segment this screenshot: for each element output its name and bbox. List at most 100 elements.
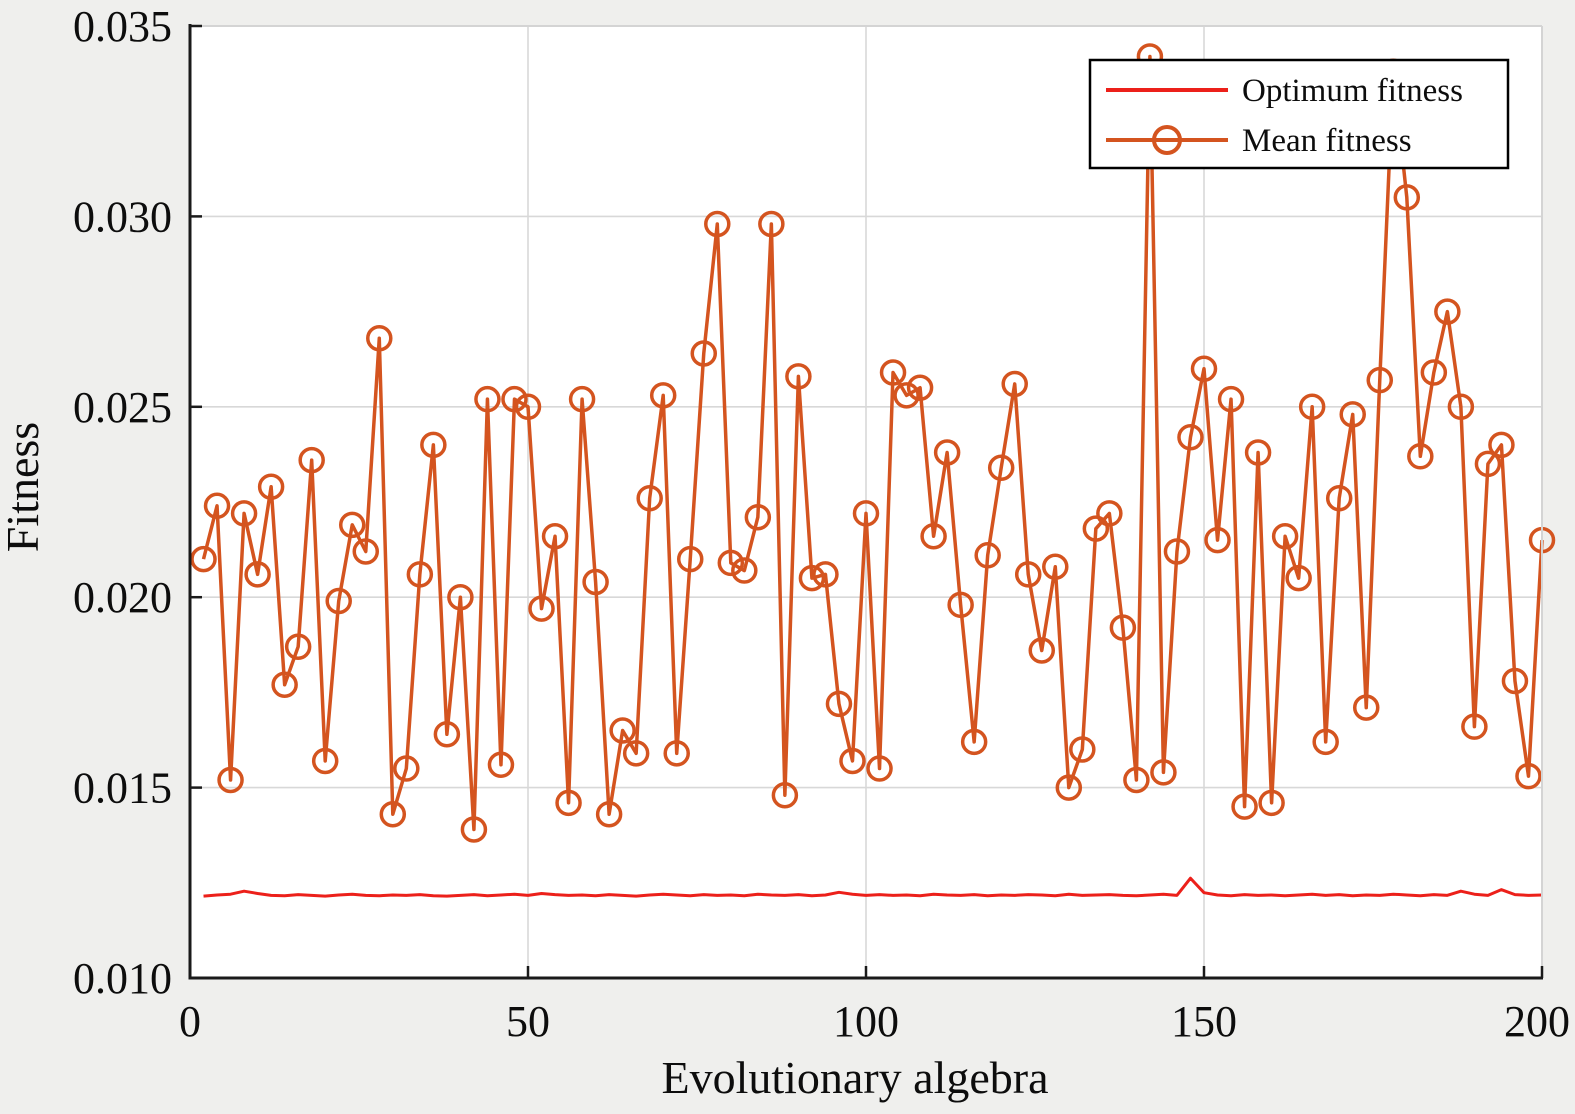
mean-fitness-marker [1190, 355, 1218, 382]
mean-fitness-marker [257, 473, 285, 501]
mean-fitness-marker [379, 801, 407, 828]
y-tick-label: 0.010 [73, 954, 172, 1003]
mean-fitness-marker [1109, 614, 1137, 641]
x-tick-label: 50 [506, 997, 550, 1046]
mean-fitness-marker [1042, 553, 1069, 580]
y-tick-label: 0.030 [73, 192, 172, 241]
mean-fitness-marker [1434, 298, 1461, 325]
legend-box [1088, 58, 1510, 170]
mean-fitness-marker [420, 431, 447, 459]
mean-fitness-marker [595, 801, 623, 828]
mean-fitness-marker [311, 747, 339, 775]
mean-fitness-marker [974, 542, 1001, 569]
mean-fitness-marker [690, 340, 718, 367]
x-tick-label: 100 [833, 997, 899, 1046]
mean-fitness-marker [298, 446, 325, 474]
mean-fitness-marker [609, 717, 636, 744]
mean-fitness-marker [744, 503, 772, 531]
mean-fitness-marker [244, 561, 271, 588]
mean-fitness-marker [1177, 424, 1204, 451]
mean-fitness-marker [1461, 713, 1488, 740]
mean-fitness-marker [203, 492, 231, 520]
mean-fitness-marker [541, 523, 569, 550]
y-tick-label: 0.035 [73, 2, 172, 51]
data-series [190, 43, 1556, 898]
legend-mean-label: Mean fitness [1242, 123, 1412, 159]
mean-fitness-marker [568, 385, 596, 413]
mean-fitness-marker [1447, 393, 1475, 421]
mean-fitness-marker [1163, 538, 1191, 565]
mean-fitness-marker [352, 538, 380, 565]
mean-fitness-marker [663, 740, 690, 767]
mean-fitness-marker [271, 671, 298, 699]
mean-fitness-marker [771, 781, 799, 809]
mean-fitness-marker [704, 210, 731, 238]
mean-fitness-marker [1258, 789, 1285, 817]
y-tick-label: 0.015 [73, 764, 172, 813]
legend-mean-marker-sample [1152, 125, 1182, 155]
mean-fitness-marker [1244, 439, 1272, 466]
mean-fitness-marker [717, 549, 745, 577]
mean-fitness-marker [1366, 366, 1394, 394]
mean-fitness-marker [852, 500, 880, 527]
mean-fitness-marker [906, 374, 934, 402]
mean-fitness-marker [839, 747, 866, 775]
mean-fitness-marker [1001, 370, 1028, 398]
mean-fitness-line [201, 54, 1544, 832]
mean-fitness-marker [460, 816, 488, 843]
mean-fitness-marker [217, 766, 244, 794]
mean-fitness-marker [555, 789, 582, 817]
mean-fitness-marker [960, 728, 988, 756]
mean-fitness-marker [798, 564, 826, 592]
mean-fitness-marker [501, 385, 528, 413]
mean-fitness-marker [1488, 431, 1515, 459]
mean-fitness-marker [1352, 694, 1380, 721]
mean-fitness-marker [1055, 774, 1083, 801]
mean-fitness-marker [393, 755, 420, 782]
y-tick-label: 0.020 [73, 573, 172, 622]
mean-fitness-marker [284, 633, 312, 660]
mean-fitness-marker [1150, 759, 1177, 786]
mean-fitness-marker [947, 591, 974, 619]
mean-fitness-marker [1515, 762, 1542, 790]
x-tick-label: 200 [1504, 997, 1570, 1046]
y-tick-label: 0.025 [73, 383, 172, 432]
axes-frame [188, 24, 1544, 980]
mean-fitness-marker [325, 587, 352, 615]
mean-fitness-marker [785, 363, 812, 390]
mean-fitness-marker [731, 557, 758, 584]
mean-fitness-marker [758, 210, 785, 238]
x-axis-title: Evolutionary algebra [661, 1052, 1048, 1103]
mean-fitness-marker [1014, 561, 1042, 588]
mean-fitness-marker [649, 382, 677, 409]
mean-fitness-marker [338, 511, 366, 539]
mean-fitness-marker [230, 500, 258, 527]
mean-fitness-marker [447, 583, 474, 611]
mean-fitness-marker [474, 385, 501, 413]
mean-fitness-marker [879, 359, 907, 386]
mean-fitness-marker [1028, 637, 1056, 664]
mean-fitness-marker [866, 755, 893, 782]
x-tick-label: 150 [1171, 997, 1237, 1046]
mean-fitness-marker [987, 454, 1015, 481]
mean-fitness-marker [1069, 736, 1096, 763]
mean-fitness-marker [190, 545, 217, 573]
tick-labels: 0.010 0.015 0.020 0.025 0.030 0.035 0 50 100 150 2… [73, 2, 1570, 1046]
mean-fitness-marker [1123, 766, 1150, 794]
mean-fitness-marker [812, 561, 839, 588]
mean-fitness-marker [433, 721, 461, 748]
mean-fitness-marker [933, 439, 961, 466]
legend: Optimum fitness Mean fitness [1088, 58, 1510, 170]
mean-fitness-marker [528, 595, 555, 622]
mean-fitness-marker [1501, 667, 1529, 695]
mean-fitness-marker [1217, 385, 1245, 413]
mean-fitness-marker [636, 484, 663, 512]
mean-fitness-marker [514, 393, 542, 421]
mean-fitness-marker [1474, 450, 1502, 478]
legend-optimum-label: Optimum fitness [1242, 73, 1463, 109]
mean-fitness-marker [1082, 515, 1110, 542]
mean-fitness-marker [487, 751, 515, 779]
mean-fitness-marker [1204, 526, 1231, 554]
mean-fitness-marker [1312, 728, 1339, 756]
